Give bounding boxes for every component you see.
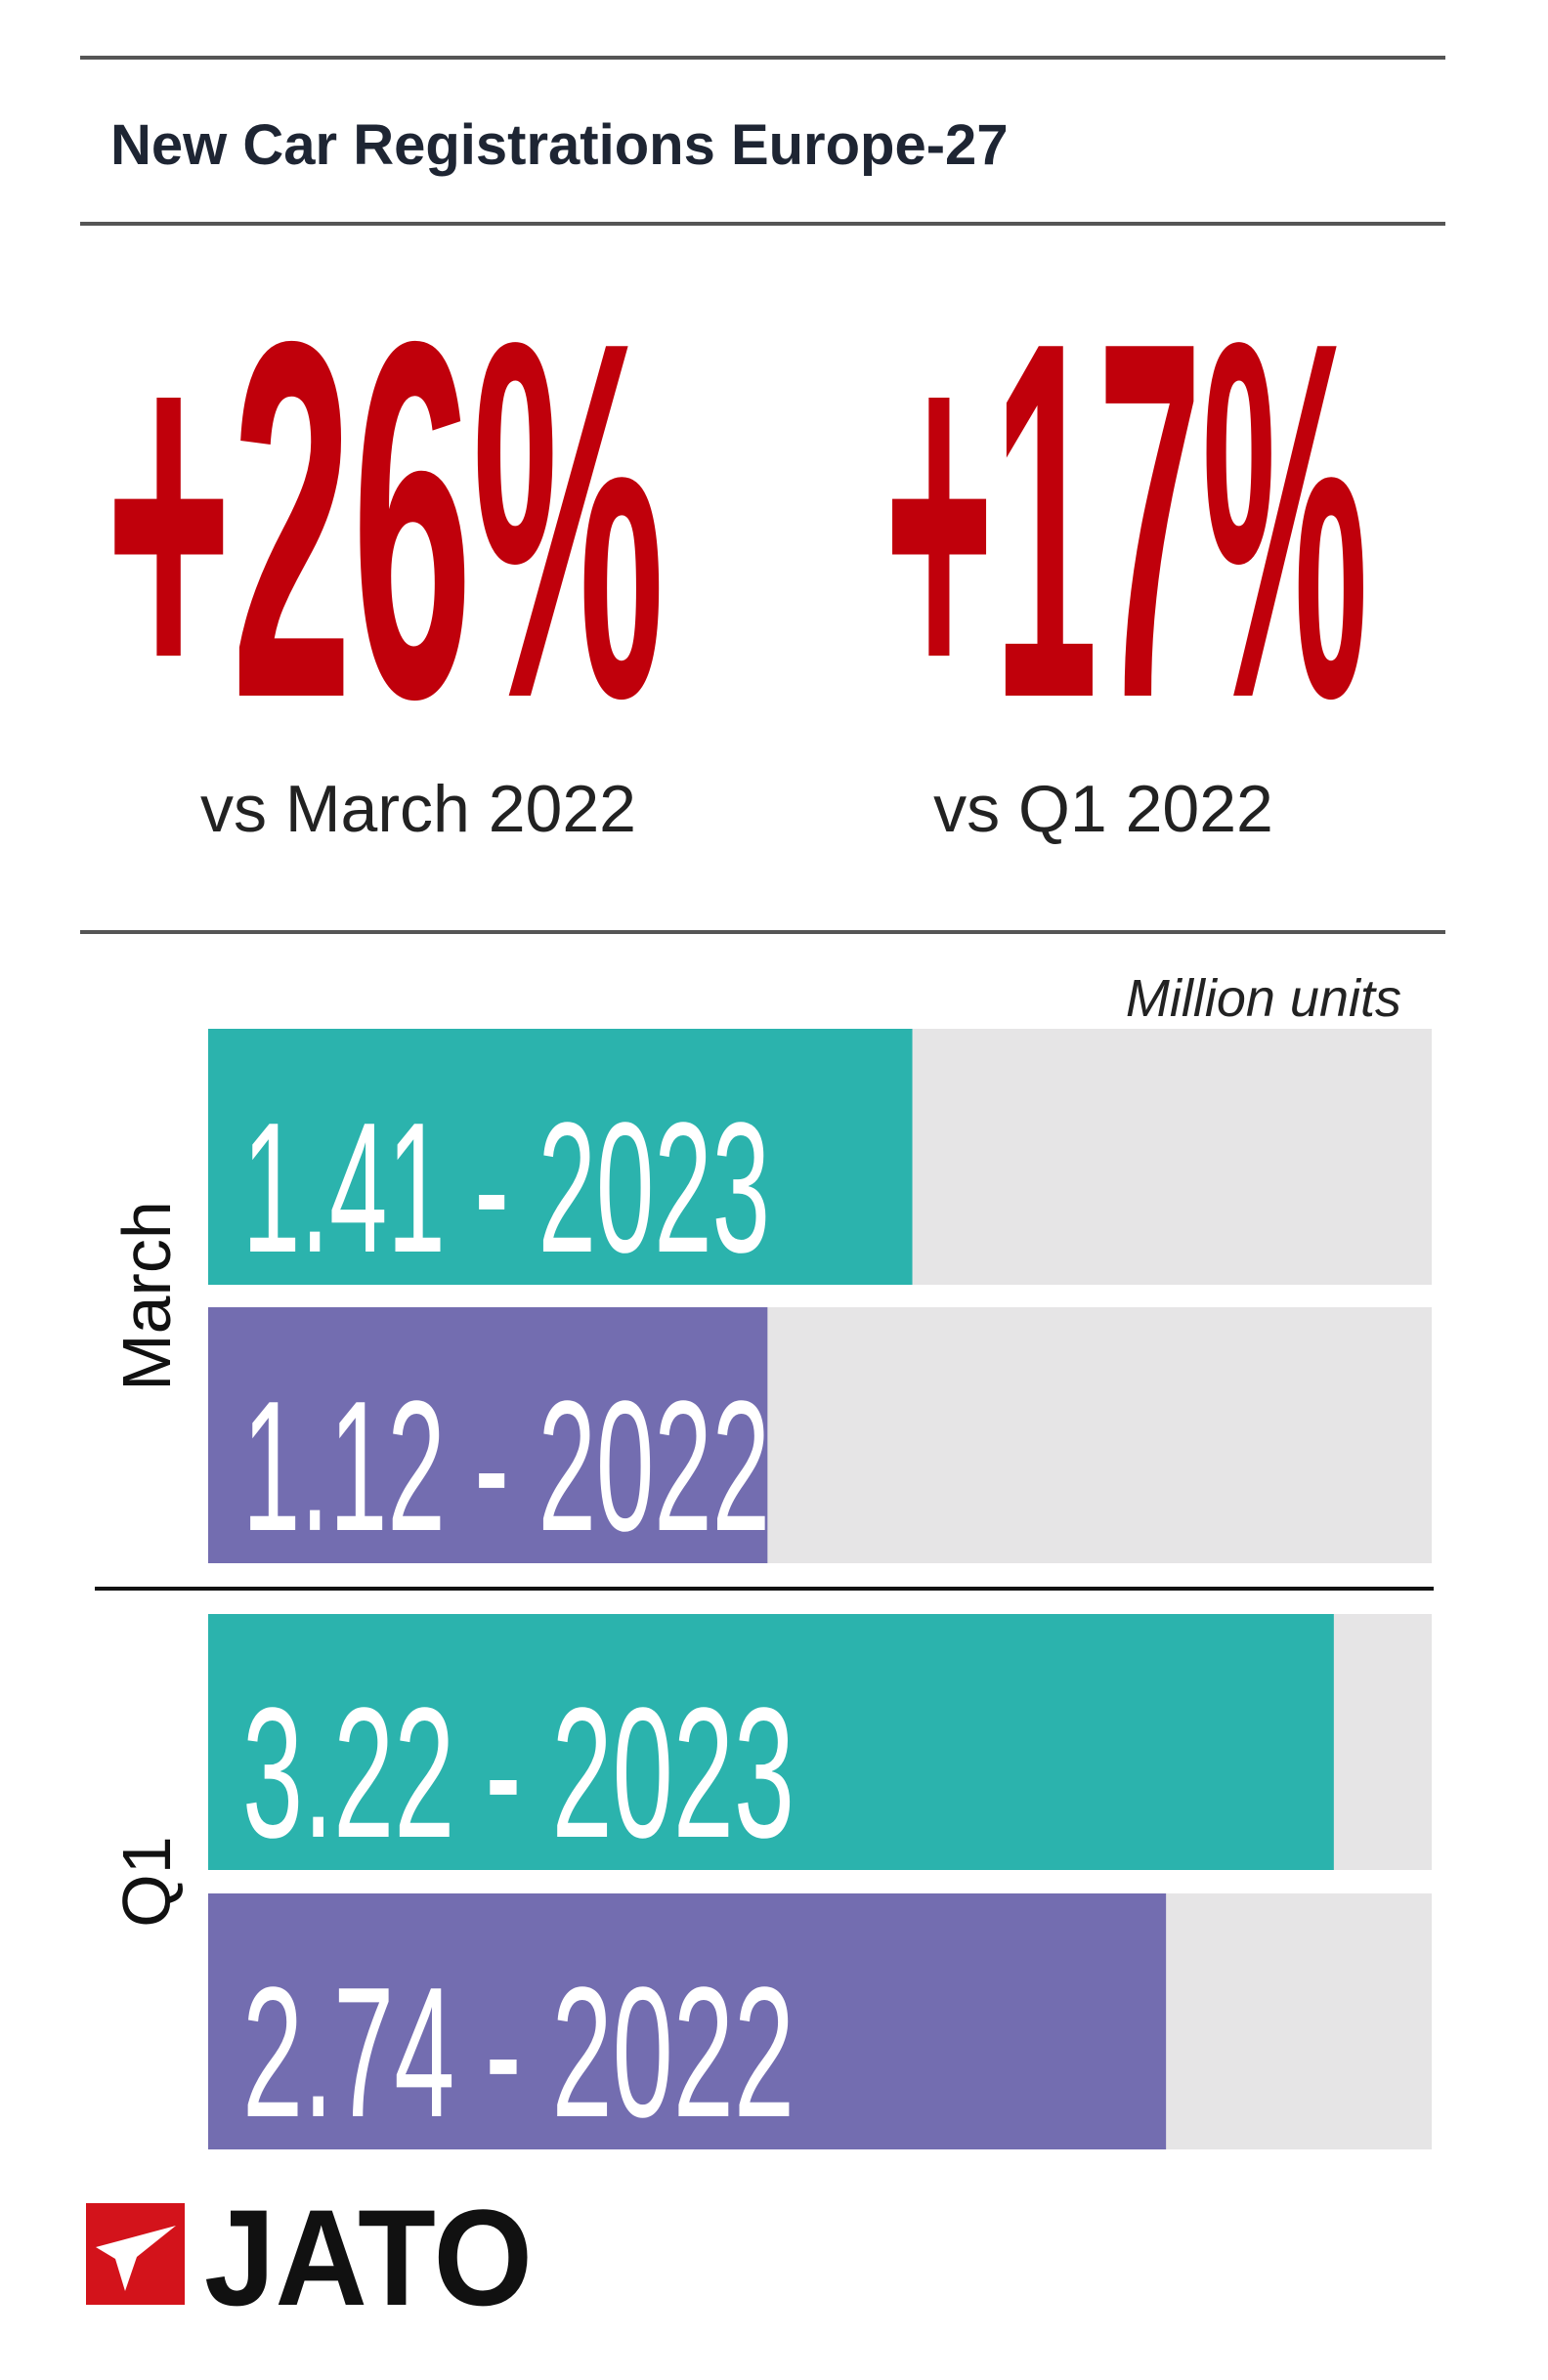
- category-label: March: [108, 1201, 185, 1390]
- logo: JATO: [86, 2181, 533, 2334]
- bar-label: 1.41 - 2023: [242, 1084, 770, 1292]
- stat-label: vs March 2022: [200, 772, 636, 846]
- bar: [208, 1614, 1334, 1870]
- bar-label: 3.22 - 2023: [242, 1670, 795, 1877]
- bar: [208, 1029, 913, 1285]
- bar: [208, 1893, 1167, 2149]
- stat-value: +17%: [884, 236, 1368, 804]
- bar-label: 1.12 - 2022: [242, 1363, 770, 1570]
- logo-text: JATO: [204, 2181, 533, 2334]
- title: New Car Registrations Europe-27: [110, 113, 1009, 177]
- stat-label: vs Q1 2022: [933, 772, 1273, 846]
- category-label: Q1: [108, 1836, 185, 1927]
- unit-note: Million units: [1126, 969, 1401, 1028]
- logo-arrow: [96, 2226, 176, 2291]
- stat-value: +26%: [106, 236, 665, 804]
- bar: [208, 1307, 768, 1563]
- bar-label: 2.74 - 2022: [242, 1949, 795, 2156]
